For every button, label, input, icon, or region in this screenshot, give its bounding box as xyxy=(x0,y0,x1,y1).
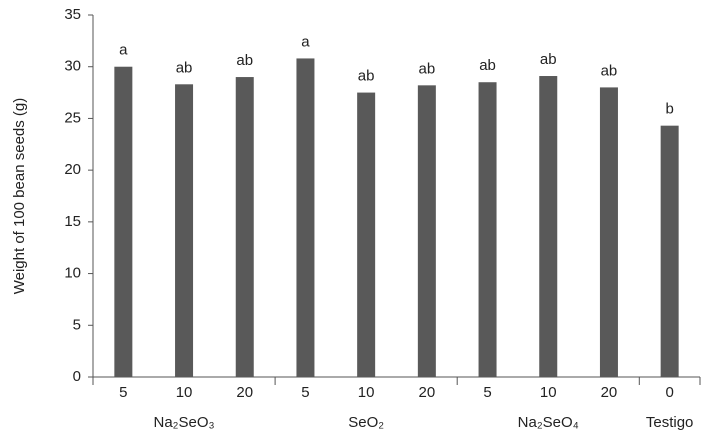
y-tick-label: 15 xyxy=(64,213,81,230)
x-tick-label: 5 xyxy=(301,384,309,401)
x-tick-label: 10 xyxy=(358,384,375,401)
x-tick-label: 5 xyxy=(483,384,491,401)
y-tick-label: 35 xyxy=(64,6,81,23)
significance-letter: b xyxy=(665,101,673,118)
bar xyxy=(235,77,254,378)
x-tick-label: 20 xyxy=(236,384,253,401)
x-tick-label: 20 xyxy=(601,384,618,401)
significance-letter: ab xyxy=(479,57,496,74)
x-tick-label: 5 xyxy=(119,384,127,401)
significance-letter: ab xyxy=(601,62,618,79)
x-tick-label: 10 xyxy=(176,384,193,401)
bar xyxy=(114,66,133,377)
significance-letter: a xyxy=(119,42,128,59)
group-label: SeO₂ xyxy=(348,414,384,431)
y-tick-label: 0 xyxy=(73,368,81,385)
bar xyxy=(599,87,618,378)
bar xyxy=(175,84,194,377)
group-label: Na₂SeO₃ xyxy=(153,414,214,431)
y-tick-label: 30 xyxy=(64,58,81,75)
significance-letter: ab xyxy=(419,60,436,77)
significance-letter: ab xyxy=(176,59,193,76)
bar xyxy=(357,92,376,378)
y-axis-label: Weight of 100 bean seeds (g) xyxy=(11,98,28,295)
group-label: Testigo xyxy=(646,414,694,431)
y-tick-label: 5 xyxy=(73,316,81,333)
group-label: Na₂SeO₄ xyxy=(518,414,579,431)
y-tick-label: 20 xyxy=(64,161,81,178)
significance-letter: ab xyxy=(540,51,557,68)
y-tick-label: 10 xyxy=(64,265,81,282)
y-tick-label: 25 xyxy=(64,109,81,126)
significance-letter: ab xyxy=(358,68,375,85)
significance-letter: a xyxy=(301,33,310,50)
bar xyxy=(539,76,558,377)
x-tick-label: 10 xyxy=(540,384,557,401)
bar xyxy=(478,82,497,377)
x-tick-label: 0 xyxy=(665,384,673,401)
bar xyxy=(296,58,315,377)
x-tick-label: 20 xyxy=(419,384,436,401)
significance-letter: ab xyxy=(236,52,253,69)
bar xyxy=(660,125,679,377)
bar xyxy=(417,85,436,378)
